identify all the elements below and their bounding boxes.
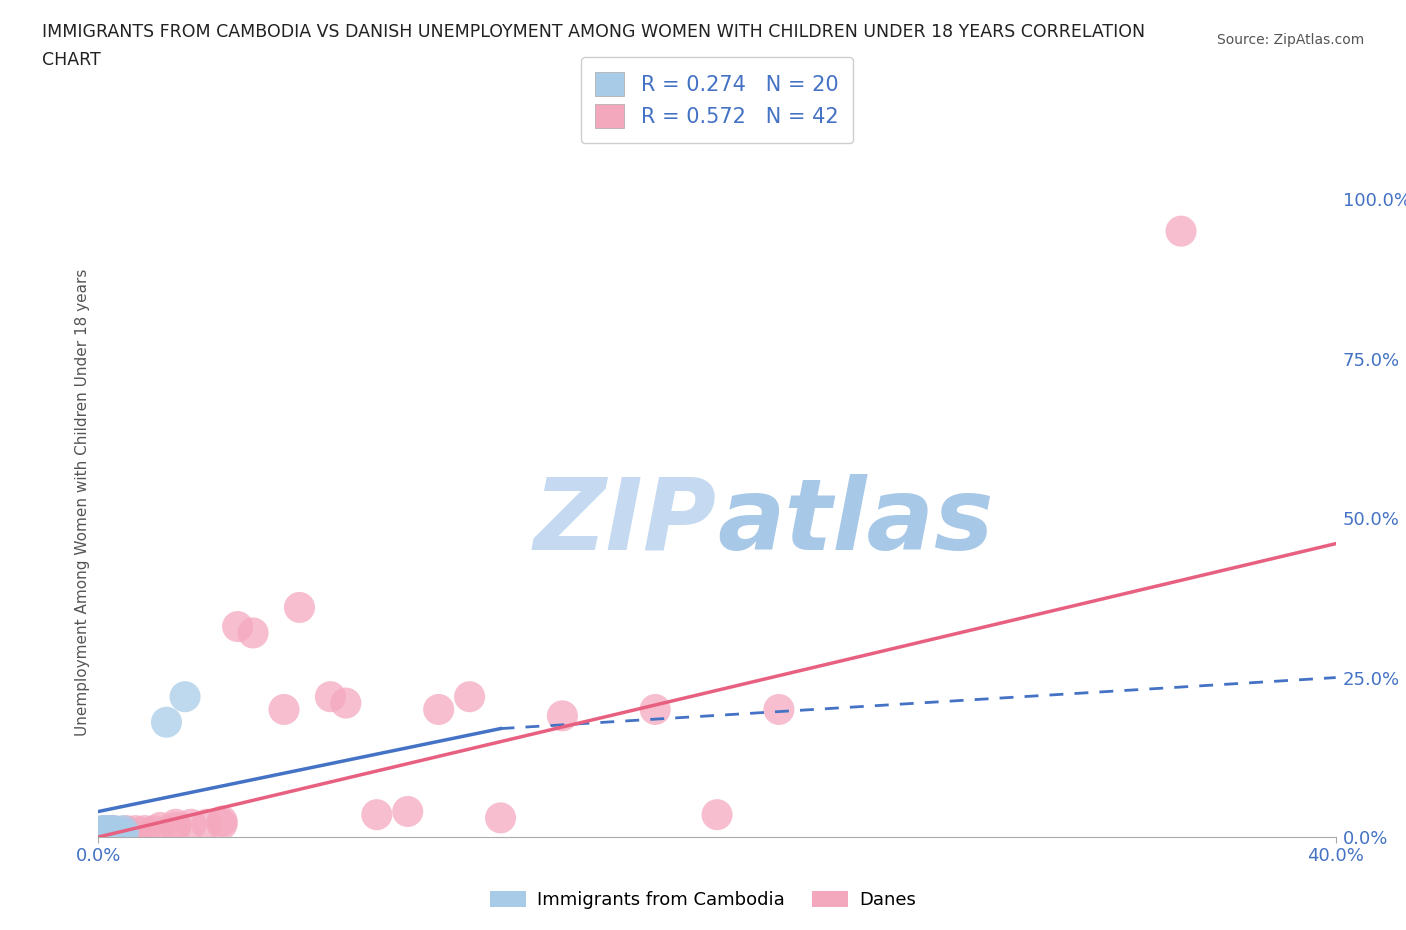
Point (98, 827, 121, 842)
Point (366, 807, 388, 822)
Point (155, 715, 177, 730)
Point (93, 823, 115, 838)
Point (89, 827, 111, 842)
Point (93, 823, 115, 838)
Point (105, 827, 128, 842)
Legend: Immigrants from Cambodia, Danes: Immigrants from Cambodia, Danes (484, 884, 922, 916)
Point (242, 626, 264, 641)
Point (90, 827, 112, 842)
Point (105, 827, 128, 842)
Point (97, 827, 120, 842)
Legend: R = 0.274   N = 20, R = 0.572   N = 42: R = 0.274 N = 20, R = 0.572 N = 42 (581, 58, 853, 143)
Point (108, 827, 131, 842)
Point (90, 827, 112, 842)
Point (100, 823, 122, 838)
Point (288, 600, 311, 615)
Point (112, 827, 135, 842)
Point (180, 817, 202, 831)
Point (91, 827, 114, 842)
Point (551, 709, 574, 724)
Point (124, 823, 146, 838)
Point (97, 827, 120, 842)
Point (226, 619, 249, 634)
Point (396, 804, 419, 819)
Point (273, 702, 295, 717)
Point (97, 823, 120, 838)
Y-axis label: Unemployment Among Women with Children Under 18 years: Unemployment Among Women with Children U… (75, 269, 90, 736)
Point (103, 827, 125, 842)
Point (706, 807, 728, 822)
Point (427, 702, 450, 717)
Point (89, 827, 111, 842)
Point (335, 696, 357, 711)
Point (96, 827, 118, 842)
Point (458, 689, 481, 704)
Point (90, 823, 112, 838)
Point (118, 827, 141, 842)
Text: ZIP: ZIP (534, 473, 717, 571)
Point (1170, 224, 1192, 239)
Point (319, 689, 342, 704)
Point (115, 823, 138, 838)
Point (91, 827, 114, 842)
Point (100, 827, 122, 842)
Point (103, 823, 125, 838)
Point (165, 817, 187, 831)
Point (211, 817, 233, 831)
Point (103, 827, 125, 842)
Point (165, 820, 187, 835)
Point (489, 810, 512, 825)
Point (93, 827, 115, 842)
Point (100, 823, 122, 838)
Point (768, 702, 790, 717)
Point (93, 827, 115, 842)
Point (143, 823, 166, 838)
Point (100, 827, 122, 842)
Point (103, 823, 125, 838)
Text: Source: ZipAtlas.com: Source: ZipAtlas.com (1216, 33, 1364, 46)
Point (195, 817, 218, 831)
Point (149, 820, 172, 835)
Point (97, 823, 120, 838)
Point (112, 827, 135, 842)
Point (211, 814, 233, 829)
Point (134, 823, 156, 838)
Point (108, 827, 131, 842)
Text: atlas: atlas (717, 473, 994, 571)
Text: IMMIGRANTS FROM CAMBODIA VS DANISH UNEMPLOYMENT AMONG WOMEN WITH CHILDREN UNDER : IMMIGRANTS FROM CAMBODIA VS DANISH UNEMP… (42, 23, 1146, 41)
Point (112, 823, 135, 838)
Point (174, 689, 197, 704)
Text: CHART: CHART (42, 51, 101, 69)
Point (644, 702, 666, 717)
